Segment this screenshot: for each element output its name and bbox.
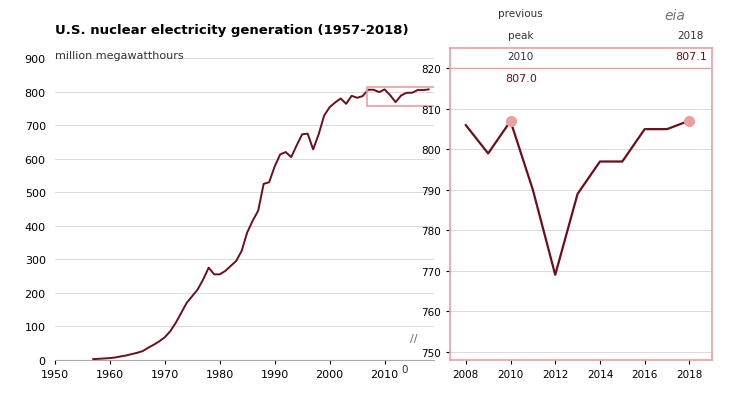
Text: //: // [410, 333, 418, 343]
Bar [367, 88, 436, 107]
Text: 2018: 2018 [677, 30, 704, 40]
Text: U.S. nuclear electricity generation (1957-2018): U.S. nuclear electricity generation (195… [55, 24, 408, 37]
Text: million megawatthours: million megawatthours [55, 51, 183, 61]
Text: 807.1: 807.1 [675, 52, 707, 62]
Text: previous: previous [499, 9, 543, 19]
Text: 0: 0 [402, 364, 408, 374]
Text: 807.0: 807.0 [505, 74, 537, 84]
Text: 2010: 2010 [507, 52, 534, 62]
Text: eia: eia [664, 9, 685, 22]
Text: peak: peak [508, 30, 534, 40]
